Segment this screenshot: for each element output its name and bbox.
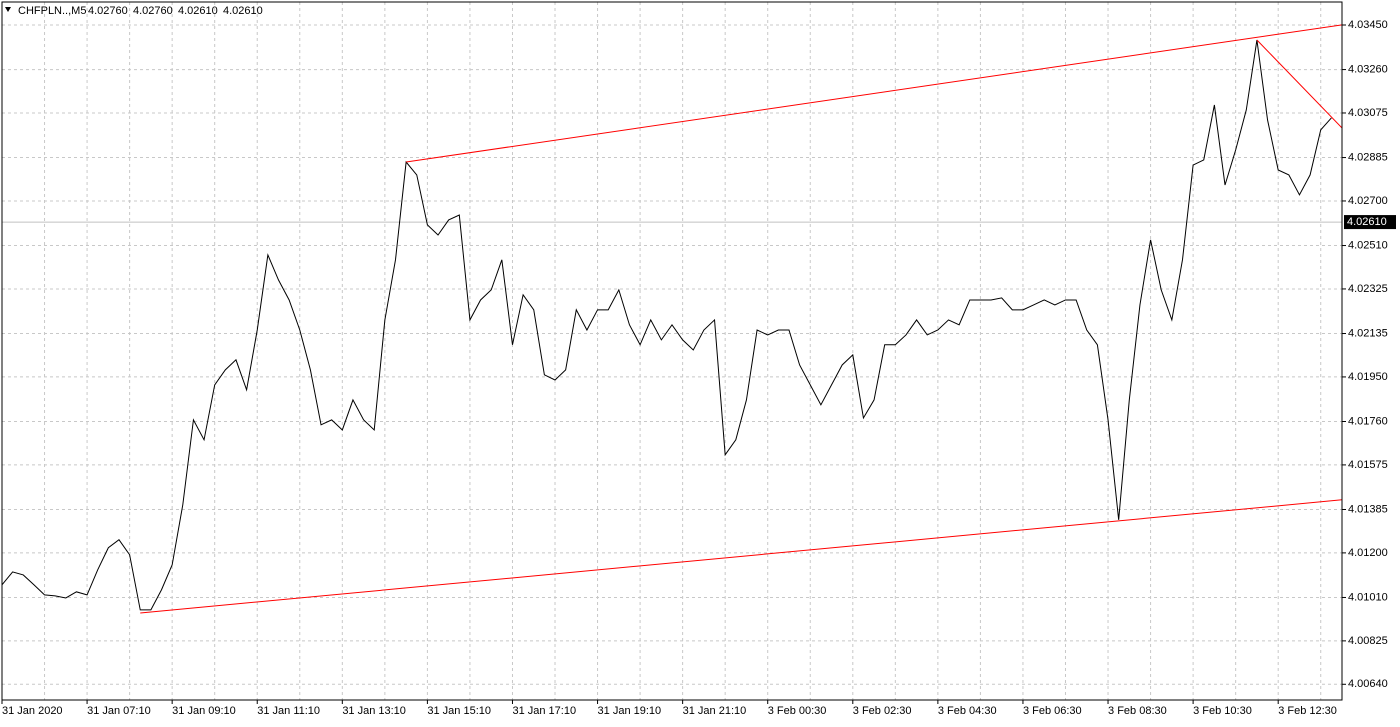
x-tick-label: 3 Feb 08:30 xyxy=(1108,705,1167,717)
symbol: CHFPLN..,M5 xyxy=(18,5,86,17)
marks xyxy=(1,24,1343,614)
x-tick-label: 3 Feb 12:30 xyxy=(1278,705,1337,717)
menu-arrow[interactable] xyxy=(5,7,11,12)
last-price-box xyxy=(1344,215,1396,230)
trendline xyxy=(140,499,1343,614)
x-tick-label: 3 Feb 00:30 xyxy=(768,705,827,717)
trendline xyxy=(1256,39,1343,129)
x-tick-label: 31 Jan 21:10 xyxy=(683,705,747,717)
x-tick-label: 31 Jan 17:10 xyxy=(512,705,576,717)
trendline xyxy=(406,24,1343,163)
x-tick-label: 31 Jan 09:10 xyxy=(172,705,236,717)
x-tick-label: 31 Jan 19:10 xyxy=(598,705,662,717)
grid xyxy=(2,2,1342,700)
y-tick-label: 4.02510 xyxy=(1348,239,1388,251)
y-tick-label: 4.01760 xyxy=(1348,415,1388,427)
y-tick-label: 4.01950 xyxy=(1348,371,1388,383)
x-tick-label: 31 Jan 13:10 xyxy=(342,705,406,717)
y-tick-label: 4.02135 xyxy=(1348,327,1388,339)
last-price-label: 4.02610 xyxy=(1347,216,1387,228)
y-tick-label: 4.01010 xyxy=(1348,591,1388,603)
ohlc-close: 4.02610 xyxy=(223,5,263,17)
price-line xyxy=(1,39,1332,611)
y-tick-label: 4.02700 xyxy=(1348,195,1388,207)
y-tick-label: 4.03260 xyxy=(1348,63,1388,75)
ohlc-open: 4.02760 xyxy=(88,5,128,17)
y-tick-label: 4.01200 xyxy=(1348,547,1388,559)
plot-frame xyxy=(1,1,1343,701)
x-tick-label: 3 Feb 04:30 xyxy=(938,705,997,717)
y-tick-label: 4.02325 xyxy=(1348,283,1388,295)
x-tick-label: 3 Feb 02:30 xyxy=(853,705,912,717)
y-tick-label: 4.02885 xyxy=(1348,151,1388,163)
y-tick-label: 4.03450 xyxy=(1348,19,1388,31)
y-tick-label: 4.00640 xyxy=(1348,678,1388,690)
x-tick-label: 31 Jan 07:10 xyxy=(87,705,151,717)
y-tick-label: 4.01385 xyxy=(1348,503,1388,515)
x-tick-label: 31 Jan 2020 xyxy=(2,705,63,717)
x-tick-label: 31 Jan 11:10 xyxy=(257,705,320,717)
y-tick-label: 4.01575 xyxy=(1348,459,1388,471)
y-tick-label: 4.03075 xyxy=(1348,107,1388,119)
x-tick-label: 31 Jan 15:10 xyxy=(427,705,491,717)
ohlc-low: 4.02610 xyxy=(178,5,218,17)
y-tick-label: 4.00825 xyxy=(1348,635,1388,647)
x-tick-label: 3 Feb 06:30 xyxy=(1023,705,1082,717)
x-tick-label: 3 Feb 10:30 xyxy=(1193,705,1252,717)
ohlc-high: 4.02760 xyxy=(133,5,173,17)
